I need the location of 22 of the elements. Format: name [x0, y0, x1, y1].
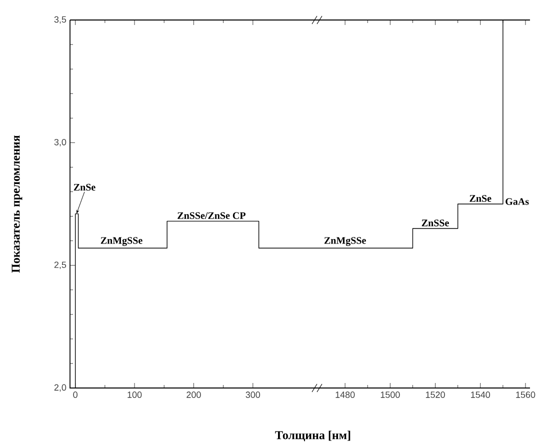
x-tick-label: 1520 [426, 392, 445, 398]
y-tick-label: 2,5 [54, 262, 66, 270]
x-tick-label: 0 [73, 392, 78, 398]
annotation: GaAs [506, 198, 529, 205]
x-tick-label: 100 [128, 392, 142, 398]
x-axis-title: Толщина [нм] [275, 430, 350, 442]
x-tick-label: 1540 [471, 392, 490, 398]
annotation: ZnSSe/ZnSe CP [178, 212, 246, 219]
y-tick-label: 3,0 [54, 138, 66, 146]
x-tick-label: 200 [186, 392, 201, 398]
y-axis-title: Показатель преломления [12, 135, 22, 273]
x-tick-label: 300 [246, 392, 260, 398]
annotation: ZnMgSSe [100, 237, 142, 246]
x-tick-label: 1560 [516, 392, 536, 398]
annotation: ZnMgSSe [324, 237, 366, 246]
y-tick-label: 2,0 [54, 384, 66, 392]
x-tick-label: 1500 [380, 392, 400, 398]
annotation: ZnSe [74, 184, 96, 191]
y-tick-label: 3,5 [54, 16, 66, 24]
x-tick-label: 1480 [336, 392, 355, 398]
annotation: ZnSe [470, 195, 492, 202]
annotation: ZnSSe [422, 220, 449, 226]
